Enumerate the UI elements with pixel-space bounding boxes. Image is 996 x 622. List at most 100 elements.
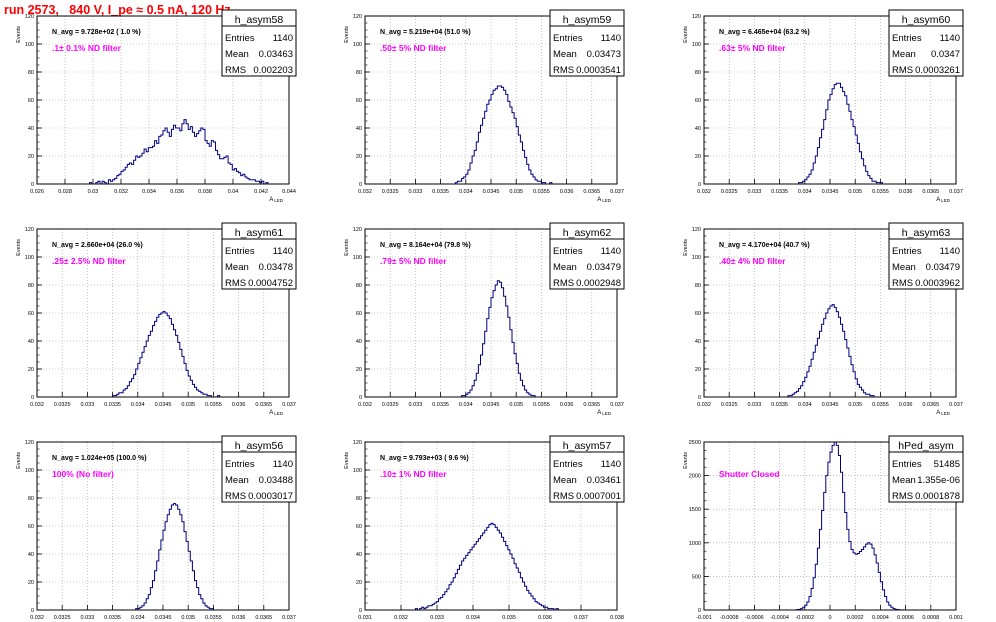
x-tick-label: 0.028 (58, 189, 72, 195)
filter-note: Shutter Closed (719, 469, 779, 479)
x-tick-label: 0.0345 (155, 402, 172, 408)
panel-h_asym58: 0.026 0.028 0.03 0.032 0.034 0.036 0.038 0.04 0.… (16, 9, 297, 203)
x-tick-label: 0.04 (228, 189, 239, 195)
x-axis-label: ALED (269, 197, 284, 203)
y-axis-label: Events (344, 26, 350, 43)
plot-frame (703, 15, 957, 185)
x-tick-label: 0.0345 (822, 189, 839, 195)
x-tick-label: 0.036 (560, 189, 574, 195)
stat-label: RMS (553, 491, 574, 502)
x-tick-label: 0.034 (131, 615, 145, 621)
stat-value: 1140 (273, 459, 293, 470)
y-tick-label: 80 (356, 496, 362, 502)
stat-value: 0.0347 (931, 49, 960, 60)
stat-value: 1140 (273, 246, 293, 257)
y-tick-label: 100 (353, 468, 362, 474)
x-tick-label: 0.0365 (583, 189, 600, 195)
y-tick-label: 80 (28, 496, 34, 502)
histogram-name: hPed_asym (898, 440, 954, 452)
plot-frame (36, 15, 290, 185)
navg-label: N_avg = 9.728e+02 ( 1.0 %) (52, 29, 141, 36)
x-tick-label: -0.0004 (770, 615, 789, 621)
x-tick-label: -0.0008 (720, 615, 739, 621)
y-tick-label: 100 (692, 255, 701, 261)
y-tick-label: 20 (356, 154, 362, 160)
filter-note: .1± 0.1% ND filter (52, 43, 122, 53)
navg-label: N_avg = 5.219e+04 (51.0 %) (380, 29, 471, 36)
x-tick-label: 0.0335 (104, 615, 121, 621)
y-tick-label: 0 (698, 608, 701, 614)
stats-box (888, 222, 964, 290)
x-tick-label: 0.035 (509, 402, 523, 408)
y-tick-label: 60 (356, 98, 362, 104)
stat-label: Entries (553, 246, 583, 257)
navg-label: N_avg = 1.024e+05 (100.0 %) (52, 455, 147, 462)
panel-h_asym57: 0.031 0.032 0.033 0.034 0.035 0.036 0.037 0.038… (344, 435, 625, 621)
y-tick-label: 0 (698, 182, 701, 188)
filter-note: .79± 5% ND filter (380, 256, 447, 266)
x-tick-label: 0.0335 (432, 402, 449, 408)
y-axis-label: Events (344, 239, 350, 256)
x-tick-label: 0.032 (358, 189, 372, 195)
x-tick-label: 0.032 (697, 189, 711, 195)
y-tick-label: 40 (695, 126, 701, 132)
y-tick-label: 120 (692, 227, 701, 233)
navg-label: N_avg = 4.170e+04 (40.7 %) (719, 242, 810, 249)
y-tick-label: 0 (698, 395, 701, 401)
x-tick-label: 0.0325 (721, 189, 738, 195)
y-tick-label: 120 (25, 227, 34, 233)
panel-h_asym60: 0.032 0.0325 0.033 0.0335 0.034 0.0345 0.035 0.… (683, 9, 964, 203)
histogram-line (37, 119, 289, 185)
x-tick-label: -0.0006 (745, 615, 764, 621)
stat-value: 0.0001878 (915, 491, 960, 502)
y-tick-label: 60 (28, 98, 34, 104)
x-tick-label: 0.0335 (432, 189, 449, 195)
y-tick-label: 100 (25, 255, 34, 261)
histogram-name: h_asym58 (235, 14, 284, 26)
stat-value: 1140 (940, 246, 960, 257)
y-tick-label: 120 (353, 440, 362, 446)
x-tick-label: 0.0325 (382, 402, 399, 408)
x-tick-label: 0.0365 (583, 402, 600, 408)
x-tick-label: 0.0006 (897, 615, 914, 621)
y-tick-label: 40 (356, 126, 362, 132)
navg-label: N_avg = 8.164e+04 (79.8 %) (380, 242, 471, 249)
x-tick-label: 0.036 (232, 615, 246, 621)
y-tick-label: 20 (356, 580, 362, 586)
x-tick-label: 0.03 (88, 189, 99, 195)
y-tick-label: 100 (25, 42, 34, 48)
x-tick-label: 0.035 (848, 402, 862, 408)
x-tick-label: 0.034 (798, 189, 812, 195)
x-tick-label: 0.0355 (533, 402, 550, 408)
x-tick-label: 0.036 (899, 189, 913, 195)
x-axis-label: ALED (597, 410, 612, 416)
x-tick-label: 0.0345 (822, 402, 839, 408)
stat-value: 1140 (940, 33, 960, 44)
x-tick-label: 0.0325 (54, 615, 71, 621)
x-tick-label: 0.035 (509, 189, 523, 195)
stat-value: 0.0003541 (576, 65, 621, 76)
y-tick-label: 40 (28, 552, 34, 558)
y-tick-label: 80 (695, 283, 701, 289)
stat-label: Mean (553, 475, 577, 486)
x-tick-label: 0.037 (949, 189, 963, 195)
y-tick-label: 20 (356, 367, 362, 373)
x-tick-label: 0.037 (610, 402, 624, 408)
y-tick-label: 0 (359, 608, 362, 614)
y-tick-label: 100 (353, 255, 362, 261)
x-axis-label-sub: LED (274, 411, 284, 416)
stat-value: 0.03479 (587, 262, 621, 273)
panel-h_asym61: 0.032 0.0325 0.033 0.0335 0.034 0.0345 0.035 0.… (16, 222, 297, 416)
x-tick-label: 0.0002 (847, 615, 864, 621)
stat-label: Mean (553, 262, 577, 273)
filter-note: .63± 5% ND filter (719, 43, 786, 53)
stat-value: 0.03463 (259, 49, 293, 60)
x-tick-label: 0.037 (282, 615, 296, 621)
stats-box (549, 9, 625, 77)
y-tick-label: 80 (695, 70, 701, 76)
y-tick-label: 0 (31, 182, 34, 188)
x-axis-label-sub: LED (941, 411, 951, 416)
y-axis-label: Events (683, 452, 689, 469)
navg-label: N_avg = 6.465e+04 (63.2 %) (719, 29, 810, 36)
